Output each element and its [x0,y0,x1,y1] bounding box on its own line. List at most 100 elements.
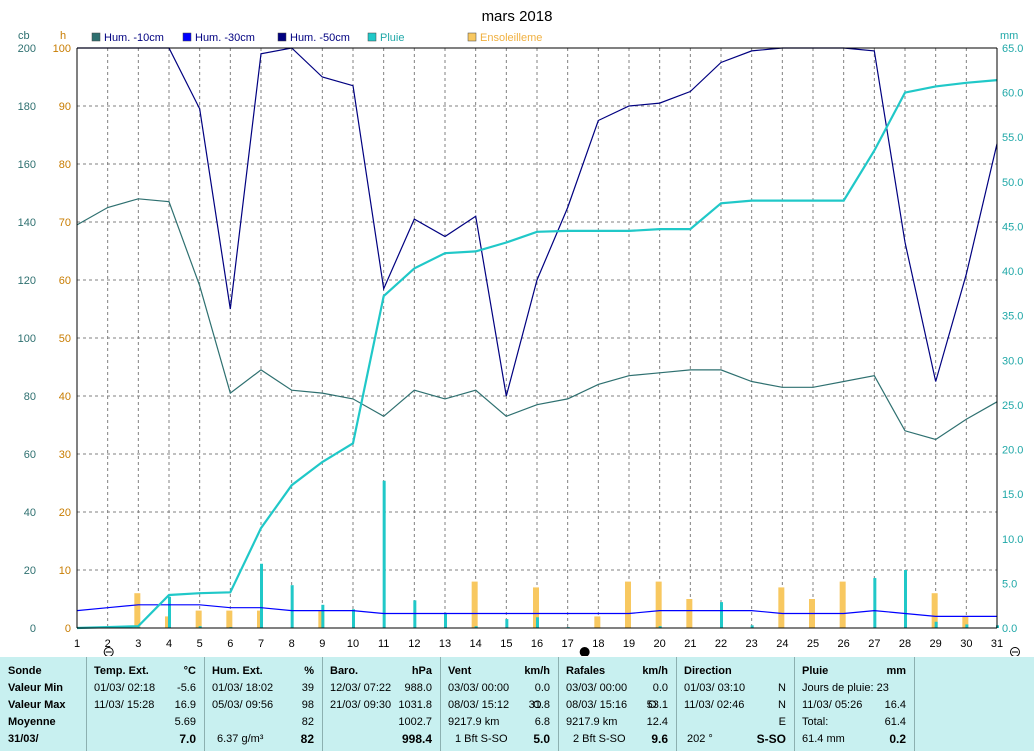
sunshine-bar [778,587,785,628]
y-left-inner-tick-label: 50 [59,333,71,345]
x-tick-label: 15 [500,638,512,650]
direction-current: S-SO [756,732,786,746]
legend-label: Hum. -10cm [104,32,164,44]
y-left-inner-tick-label: 0 [65,623,71,635]
pluie-cur-total: 61.4 mm [802,733,845,745]
sunshine-bar [686,599,693,628]
rafales-avg: 12.4 [646,716,668,728]
vent-max-time: 08/03/ 15:12 [448,699,510,711]
pluie-rain-days: Jours de pluie: 23 [802,682,889,694]
x-tick-label: 29 [930,638,942,650]
legend-swatch [182,32,192,42]
y-right-tick-label: 55.0 [1002,132,1023,144]
rain-bar [750,625,754,628]
vent-max: 31.8 [528,699,550,711]
rafales-max-time: 08/03/ 15:16 [566,699,628,711]
direction-title: Direction [684,665,732,677]
left-unit-inner: h [60,30,66,42]
y-right-tick-label: 40.0 [1002,266,1023,278]
temp-current: 7.0 [179,732,196,746]
rafales-bft: 2 Bft S-SO [573,733,626,745]
y-left-inner-tick-label: 40 [59,391,71,403]
legend-label: Ensoleilleme [480,32,542,44]
y-right-tick-label: 5.0 [1002,578,1017,590]
y-left-outer-tick-label: 140 [18,217,36,229]
y-left-outer-tick-label: 100 [18,333,36,345]
hum-min: 39 [301,682,314,694]
direction-max-time: 11/03/ 02:46 [684,699,745,711]
y-right-tick-label: 30.0 [1002,355,1023,367]
hum-current: 82 [300,732,314,746]
series-line [76,604,997,618]
col-sonde: Sonde Valeur Min Valeur Max Moyenne 31/0… [0,657,87,751]
bars [106,480,999,628]
x-tick-label: 30 [960,638,972,650]
y-left-inner-tick-label: 10 [59,565,71,577]
x-tick-label: 22 [715,638,727,650]
x-tick-label: 17 [562,638,574,650]
y-left-outer-tick-label: 120 [18,275,36,287]
rain-bar [904,570,907,628]
rafales-min: 0.0 [652,682,668,694]
nav[interactable] [103,647,1020,657]
x-tick-label: 1 [74,638,80,650]
x-tick-label: 9 [319,638,325,650]
x-tick-label: 11 [378,638,389,650]
y-left-outer-tick-label: 20 [24,565,36,577]
baro-unit: hPa [411,665,432,677]
rain-bar [198,626,202,628]
x-tick-label: 21 [684,638,696,650]
rafales-title: Rafales [566,665,606,677]
rafales-unit: km/h [642,665,668,677]
x-tick-label: 25 [807,638,819,650]
legend-swatch [277,32,287,42]
col-hum: Hum. Ext.% 01/03/ 18:02 39 05/03/ 09:56 98… [205,657,323,751]
col-direction: Direction 01/03/ 03:10 N 11/03/ 02:46 N E … [677,657,795,751]
col-pluie: Pluie mm Jours de pluie: 23 11/03/ 05:26 1… [795,657,915,751]
vent-avg: 6.8 [534,716,550,728]
y-right-tick-label: 20.0 [1002,445,1023,457]
legend-label: Pluie [380,32,404,44]
legend-swatch [467,32,477,42]
stats-panel: Sonde Valeur Min Valeur Max Moyenne 31/0… [0,657,1034,751]
y-right-tick-label: 65.0 [1002,43,1023,55]
vent-max-dir: O [533,699,542,711]
sunshine-bar [226,610,233,628]
rain-bar [720,602,723,628]
x-tick-label: 3 [135,638,141,650]
vent-title: Vent [448,665,472,677]
y-left-outer-tick-label: 80 [24,391,36,403]
rain-bar [474,626,478,628]
sunshine-bar [655,581,662,628]
y-left-outer-tick-label: 0 [30,623,36,635]
series-line [76,198,998,441]
rain-bar [505,619,509,628]
x-tick-label: 13 [439,638,451,650]
x-tick-label: 10 [347,638,359,650]
x-tick-label: 8 [289,638,295,650]
temp-min: -5.6 [177,682,196,694]
rafales-max-dir: O [648,699,657,711]
y-right-tick-label: 45.0 [1002,221,1023,233]
pluie-unit: mm [886,665,906,677]
hum-max-time: 05/03/ 09:56 [212,699,274,711]
legend-swatch [367,32,377,42]
baro-min: 988.0 [404,682,432,694]
x-tick-label: 12 [408,638,420,650]
x-tick-label: 23 [746,638,758,650]
x-tick-label: 7 [258,638,264,650]
series-line [76,79,998,630]
x-tick-label: 28 [899,638,911,650]
sunshine-bar [594,616,601,628]
y-right-tick-label: 60.0 [1002,88,1023,100]
rain-bar [536,617,539,628]
x-tick-label: 2 [105,638,111,650]
moon-marker-2[interactable] [579,647,590,657]
row-current-label: 31/03/ [8,733,39,745]
sunshine-bar [471,581,478,628]
rain-bar [934,621,938,628]
chart-title: mars 2018 [482,8,553,25]
baro-current: 998.4 [401,732,432,746]
rafales-current: 9.6 [651,732,668,746]
sunshine-bar [931,593,938,628]
